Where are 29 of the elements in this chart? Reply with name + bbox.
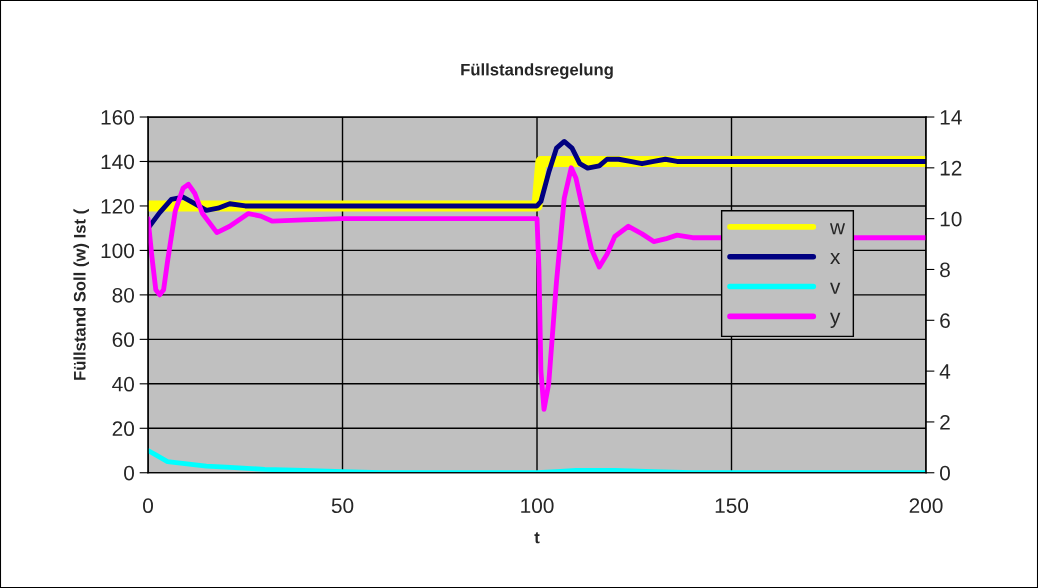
y-axis-title: Füllstand Soll (w) Ist ( bbox=[73, 208, 89, 380]
y-tick-label: 60 bbox=[112, 332, 135, 348]
y-tick-label: 40 bbox=[112, 376, 135, 392]
legend-label: w bbox=[829, 223, 846, 235]
chart-title: Füllstandsregelung bbox=[461, 63, 613, 79]
legend-label: x bbox=[830, 253, 841, 265]
y2-tick-label: 6 bbox=[940, 313, 950, 329]
y-tick-label: 20 bbox=[112, 421, 135, 437]
y2-tick-label: 8 bbox=[940, 262, 950, 278]
x-axis-title: t bbox=[534, 532, 540, 544]
legend-label: v bbox=[830, 282, 841, 294]
y-tick-label: 120 bbox=[101, 198, 135, 214]
y-tick-label: 140 bbox=[101, 154, 135, 170]
x-tick-label: 100 bbox=[521, 498, 554, 514]
x-tick-label: 50 bbox=[331, 498, 354, 514]
y2-tick-label: 14 bbox=[940, 110, 962, 125]
y2-tick-label: 2 bbox=[940, 414, 950, 430]
x-tick-label: 150 bbox=[715, 498, 749, 514]
legend-label: y bbox=[830, 312, 841, 328]
x-tick-label: 0 bbox=[143, 498, 153, 514]
y-tick-label: 80 bbox=[112, 287, 135, 303]
x-tick-label: 200 bbox=[909, 498, 943, 514]
y2-tick-label: 0 bbox=[940, 465, 950, 481]
y2-tick-label: 4 bbox=[939, 364, 951, 379]
y2-tick-label: 12 bbox=[940, 160, 962, 176]
y-tick-label: 160 bbox=[101, 110, 135, 125]
y2-tick-label: 10 bbox=[940, 211, 962, 227]
y-tick-label: 0 bbox=[124, 465, 135, 481]
y-tick-label: 100 bbox=[101, 243, 135, 259]
